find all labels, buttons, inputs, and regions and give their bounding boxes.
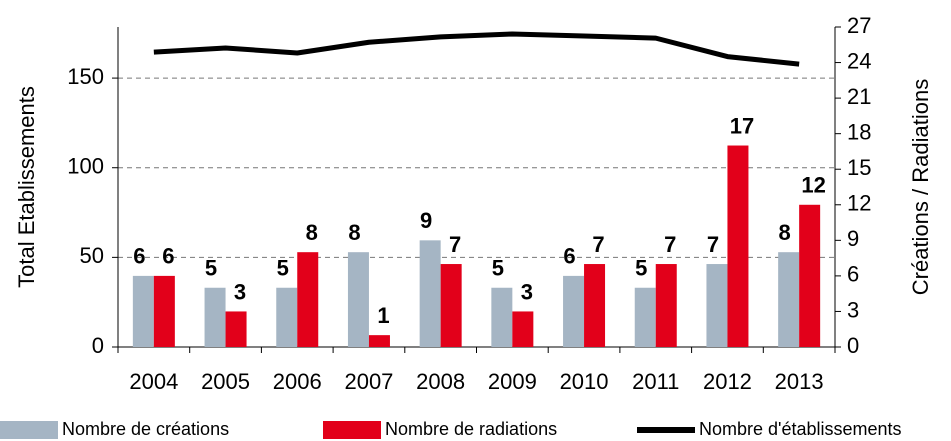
y2-tick-label: 3: [847, 297, 859, 322]
x-tick-label: 2006: [273, 369, 322, 394]
y-tick-label: 100: [67, 154, 104, 179]
y-tick-label: 0: [92, 333, 104, 358]
data-label: 7: [449, 232, 461, 257]
data-label: 6: [563, 244, 575, 269]
bar: [368, 335, 390, 347]
line: [153, 31, 800, 67]
data-label: 7: [592, 232, 604, 257]
y2-tick-label: 27: [847, 13, 871, 38]
bar: [347, 252, 369, 347]
legend-label: Nombre d'établissements: [699, 419, 902, 439]
x-tick-label: 2012: [703, 369, 752, 394]
y2-tick-label: 15: [847, 155, 871, 180]
y2-tick-label: 0: [847, 333, 859, 358]
bar: [706, 264, 728, 347]
data-label: 5: [492, 256, 504, 281]
data-label: 8: [306, 220, 318, 245]
y2-tick-label: 24: [847, 48, 871, 73]
bar: [563, 275, 585, 347]
bar: [727, 145, 749, 347]
y-tick-label: 50: [80, 243, 104, 268]
x-tick-label: 2009: [488, 369, 537, 394]
data-label: 7: [664, 232, 676, 257]
bar: [225, 311, 247, 347]
legend-label: Nombre de créations: [62, 419, 229, 439]
x-tick-label: 2004: [129, 369, 178, 394]
bar: [512, 311, 534, 347]
x-tick-label: 2010: [560, 369, 609, 394]
data-label: 3: [234, 279, 246, 304]
x-tick-label: 2013: [775, 369, 824, 394]
y-tick-label: 150: [67, 64, 104, 89]
data-label: 8: [348, 220, 360, 245]
bar: [276, 287, 298, 347]
y2-tick-label: 12: [847, 191, 871, 216]
x-tick-label: 2007: [344, 369, 393, 394]
data-label: 7: [707, 232, 719, 257]
y2-tick-label: 18: [847, 119, 871, 144]
bar: [584, 264, 606, 347]
y2-tick-label: 6: [847, 262, 859, 287]
x-tick-label: 2005: [201, 369, 250, 394]
data-label: 5: [205, 256, 217, 281]
x-tick-label: 2008: [416, 369, 465, 394]
bar: [204, 287, 226, 347]
y2-tick-label: 9: [847, 226, 859, 251]
data-label: 6: [133, 244, 145, 269]
legend-swatch: [323, 421, 381, 439]
bar: [655, 264, 677, 347]
data-label: 3: [521, 279, 533, 304]
legend-label: Nombre de radiations: [385, 419, 557, 439]
data-label: 9: [420, 208, 432, 233]
data-label: 1: [377, 303, 389, 328]
y2-axis-label: Créations / Radiations: [908, 79, 933, 295]
bar: [440, 264, 462, 347]
bar: [634, 287, 656, 347]
data-label: 5: [635, 256, 647, 281]
bar: [153, 275, 175, 347]
data-label: 6: [162, 244, 174, 269]
data-label: 5: [277, 256, 289, 281]
data-label: 12: [801, 173, 825, 198]
data-label: 8: [779, 220, 791, 245]
bar: [419, 240, 441, 347]
y-axis-label: Total Etablissements: [14, 86, 39, 288]
bar: [799, 204, 821, 347]
y2-tick-label: 21: [847, 84, 871, 109]
data-label: 17: [730, 113, 754, 138]
bar: [778, 252, 800, 347]
bar: [491, 287, 513, 347]
legend-swatch: [0, 421, 58, 439]
bar: [132, 275, 154, 347]
x-tick-label: 2011: [632, 369, 679, 394]
bar: [297, 252, 319, 347]
